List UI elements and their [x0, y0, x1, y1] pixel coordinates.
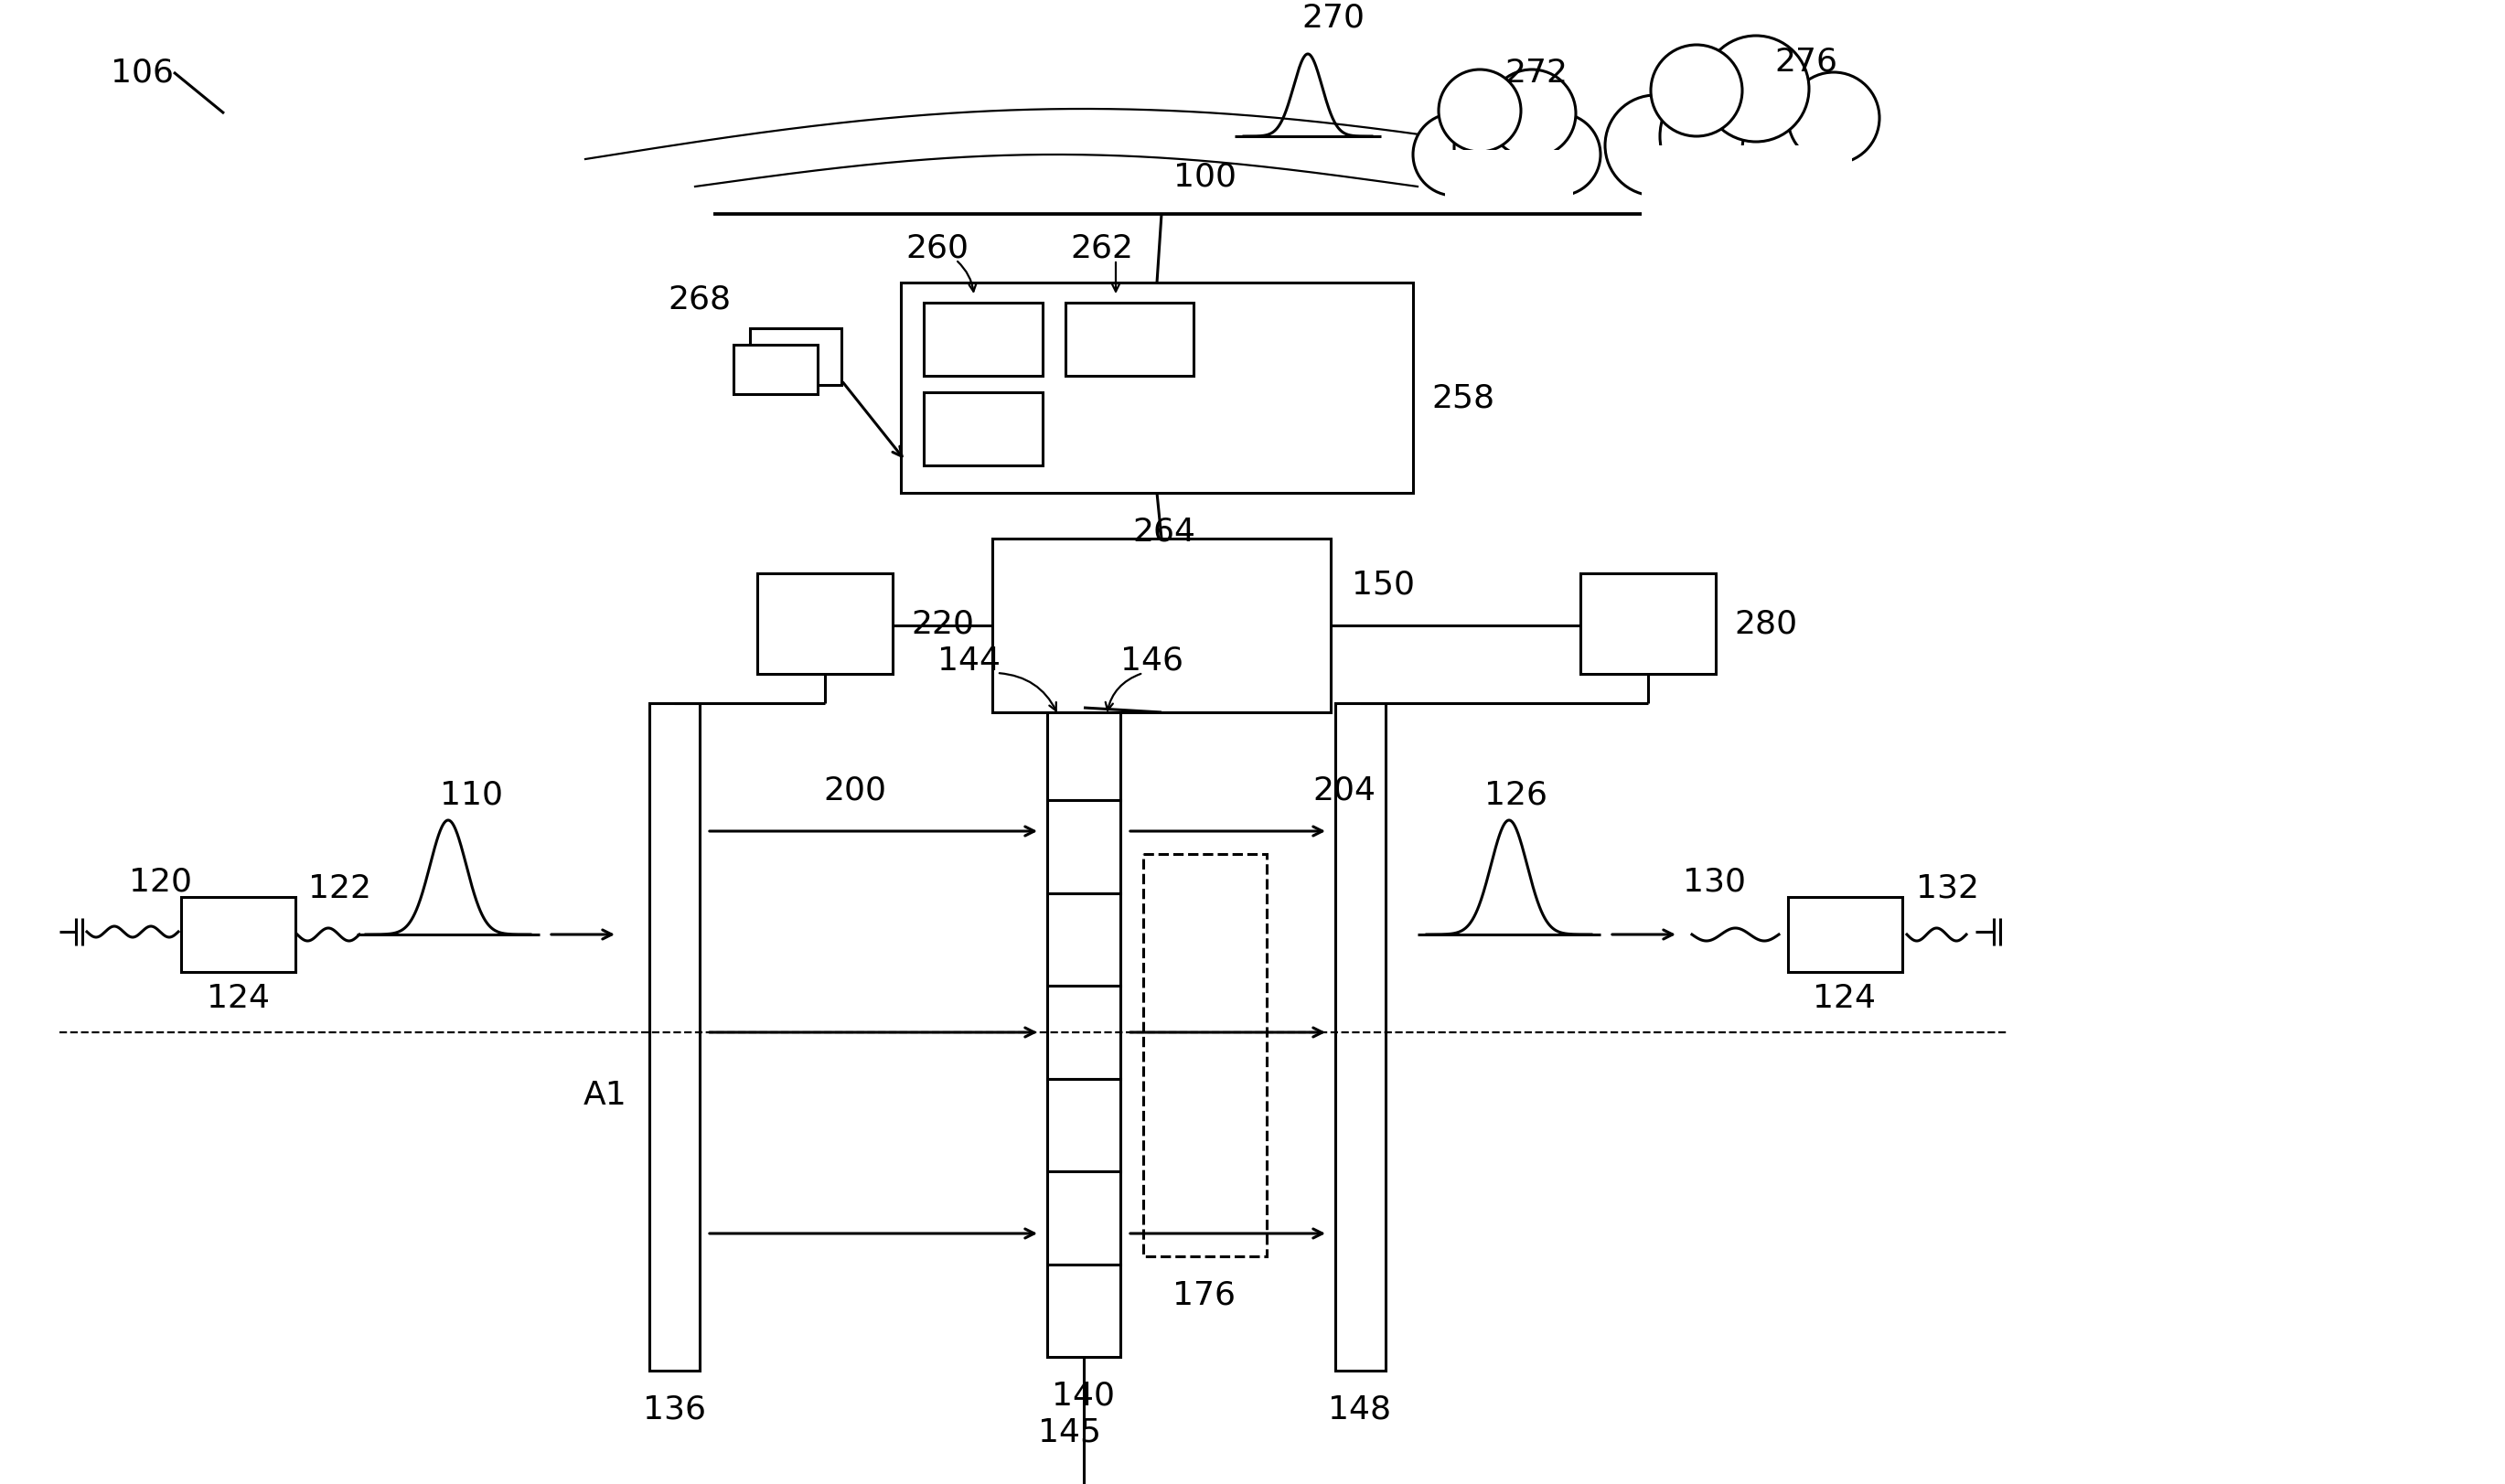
- Bar: [749, 329, 842, 386]
- Bar: [1047, 708, 1120, 801]
- Text: 130: 130: [1683, 867, 1746, 898]
- Bar: [1581, 574, 1716, 674]
- Text: 176: 176: [1172, 1279, 1235, 1310]
- Bar: [992, 539, 1330, 712]
- Text: 132: 132: [1916, 873, 1979, 904]
- Bar: [757, 574, 892, 674]
- Text: 264: 264: [1132, 516, 1195, 548]
- Text: 122: 122: [308, 873, 371, 904]
- Circle shape: [1606, 96, 1706, 196]
- Bar: [1065, 303, 1192, 377]
- Text: 272: 272: [1506, 58, 1568, 89]
- Bar: [1047, 1079, 1120, 1171]
- Text: 268: 268: [669, 285, 731, 315]
- Circle shape: [1438, 70, 1521, 153]
- Text: 144: 144: [937, 646, 1002, 677]
- Text: 120: 120: [128, 867, 190, 898]
- Text: 110: 110: [438, 779, 504, 810]
- Text: 126: 126: [1485, 779, 1548, 810]
- Circle shape: [1455, 98, 1556, 199]
- Text: 262: 262: [1070, 233, 1135, 264]
- Text: 270: 270: [1303, 3, 1365, 34]
- Text: 148: 148: [1328, 1393, 1393, 1425]
- Text: 124: 124: [1814, 982, 1876, 1014]
- Bar: [902, 283, 1413, 494]
- Bar: [924, 303, 1042, 377]
- Text: 140: 140: [1052, 1380, 1115, 1411]
- Bar: [1641, 147, 1851, 220]
- Bar: [1047, 801, 1120, 893]
- Bar: [1047, 1264, 1120, 1356]
- Bar: [1047, 1171, 1120, 1264]
- Text: 200: 200: [824, 775, 887, 806]
- Text: 204: 204: [1313, 775, 1375, 806]
- Circle shape: [1488, 70, 1576, 159]
- Text: 260: 260: [907, 233, 969, 264]
- Text: A1: A1: [584, 1079, 626, 1110]
- Text: 124: 124: [205, 982, 271, 1014]
- Bar: [1047, 987, 1120, 1079]
- Circle shape: [1661, 77, 1779, 196]
- Bar: [924, 393, 1042, 466]
- Text: 100: 100: [1175, 160, 1237, 191]
- Circle shape: [1743, 101, 1844, 200]
- Circle shape: [1789, 73, 1879, 165]
- Bar: [1335, 703, 1385, 1371]
- Text: 106: 106: [110, 58, 173, 89]
- Circle shape: [1651, 46, 1743, 137]
- Bar: [1445, 151, 1573, 206]
- Text: 136: 136: [641, 1393, 706, 1425]
- Text: 146: 146: [1120, 646, 1185, 677]
- Text: 276: 276: [1774, 46, 1839, 77]
- Bar: [1047, 893, 1120, 987]
- Bar: [180, 898, 296, 972]
- Text: 150: 150: [1353, 570, 1415, 601]
- Bar: [734, 346, 817, 395]
- Circle shape: [1703, 37, 1809, 142]
- Text: 280: 280: [1733, 608, 1799, 640]
- Bar: [649, 703, 699, 1371]
- Circle shape: [1518, 114, 1601, 196]
- Bar: [1789, 898, 1901, 972]
- Text: 220: 220: [912, 608, 974, 640]
- Text: 145: 145: [1040, 1416, 1102, 1447]
- Text: 258: 258: [1433, 381, 1495, 413]
- Circle shape: [1413, 114, 1495, 196]
- Bar: [1142, 855, 1268, 1257]
